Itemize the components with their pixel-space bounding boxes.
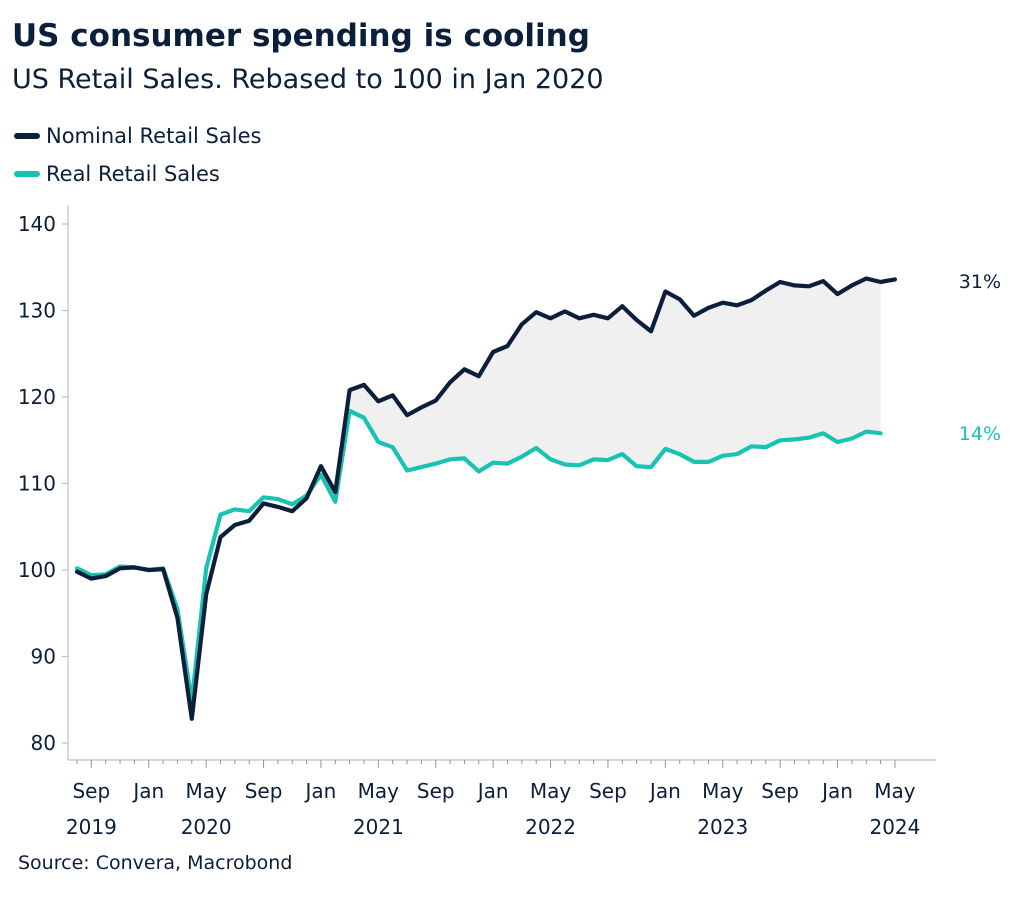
y-tick-label: 130 [18, 299, 56, 323]
x-month-label: Jan [476, 779, 509, 803]
x-month-label: May [185, 779, 227, 803]
x-year-label: 2020 [181, 815, 232, 839]
source-note: Source: Convera, Macrobond [18, 852, 293, 874]
y-tick-label: 140 [18, 212, 56, 236]
x-month-label: Sep [72, 779, 110, 803]
x-year-label: 2021 [353, 815, 404, 839]
x-month-label: Jan [131, 779, 164, 803]
x-month-label: May [530, 779, 572, 803]
y-tick-label: 80 [31, 731, 56, 755]
x-month-label: Jan [304, 779, 337, 803]
x-year-label: 2022 [525, 815, 576, 839]
x-month-label: Sep [417, 779, 455, 803]
legend-item-nominal: Nominal Retail Sales [14, 124, 261, 148]
x-month-label: May [874, 779, 916, 803]
x-month-label: Jan [648, 779, 681, 803]
x-year-label: 2023 [697, 815, 748, 839]
x-month-label: Sep [245, 779, 283, 803]
series-line-nominal [74, 276, 897, 721]
chart-title: US consumer spending is cooling [12, 18, 590, 54]
legend-swatch-nominal [14, 133, 40, 139]
x-year-label: 2019 [66, 815, 117, 839]
x-month-label: Jan [820, 779, 853, 803]
x-month-label: May [702, 779, 744, 803]
y-tick-label: 110 [18, 472, 56, 496]
series-line-real [74, 408, 883, 704]
end-label-real: 14% [959, 423, 1001, 445]
gap-shading [320, 278, 881, 502]
legend-label-nominal: Nominal Retail Sales [46, 124, 262, 148]
chart-subtitle: US Retail Sales. Rebased to 100 in Jan 2… [12, 64, 604, 95]
y-tick-label: 120 [18, 385, 56, 409]
x-month-label: May [358, 779, 400, 803]
x-year-label: 2024 [869, 815, 920, 839]
legend-item-real: Real Retail Sales [14, 162, 220, 186]
y-tick-label: 90 [31, 645, 56, 669]
x-month-label: Sep [589, 779, 627, 803]
y-tick-label: 100 [18, 558, 56, 582]
legend-swatch-real [14, 171, 40, 177]
end-label-nominal: 31% [959, 271, 1001, 293]
x-month-label: Sep [761, 779, 799, 803]
legend-label-real: Real Retail Sales [46, 162, 220, 186]
